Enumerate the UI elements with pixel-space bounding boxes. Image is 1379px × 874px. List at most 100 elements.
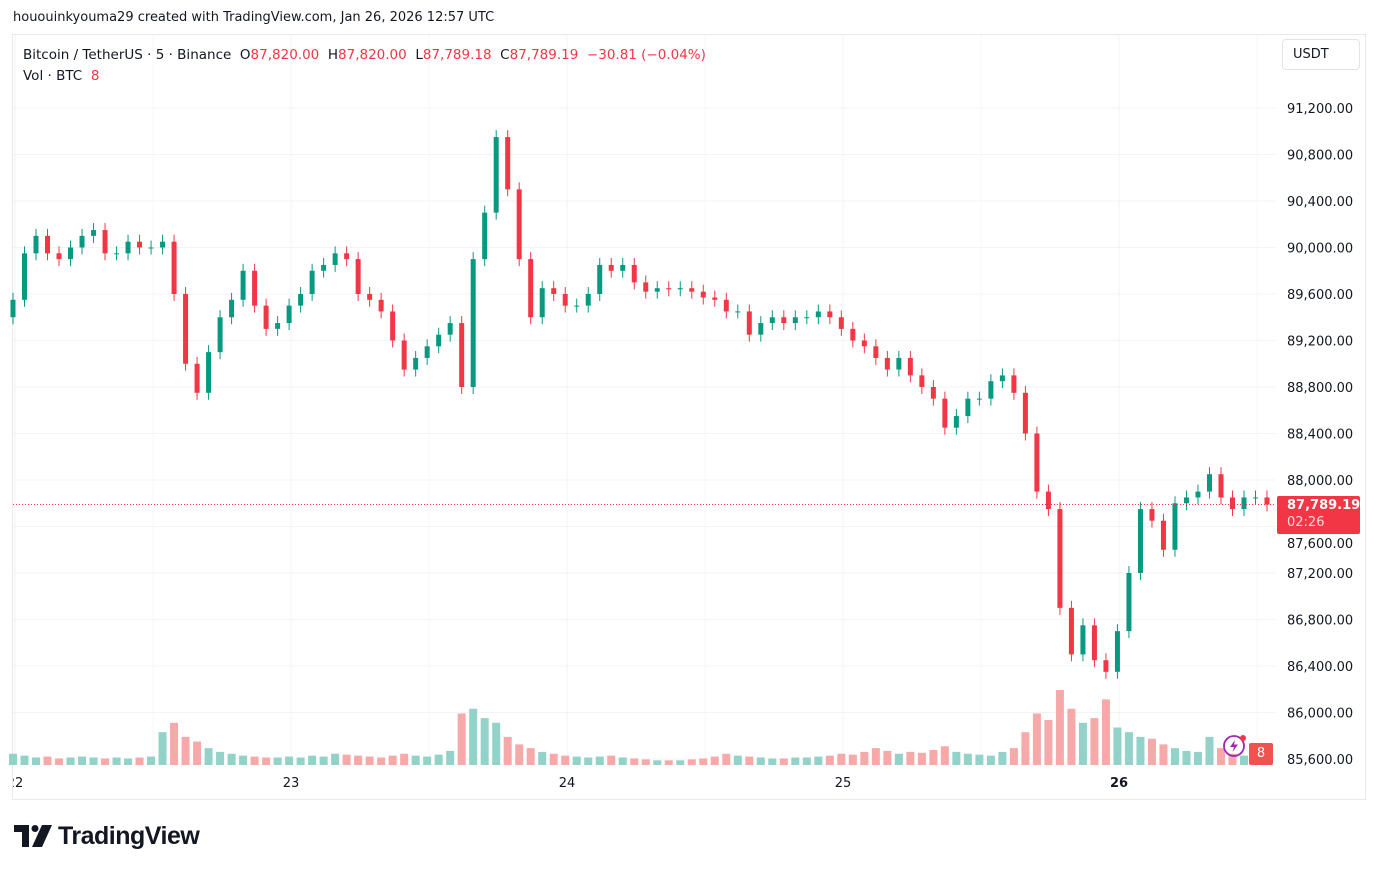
candle-body [1149, 509, 1155, 521]
volume-bar [837, 753, 846, 765]
candle-body [953, 416, 959, 428]
volume-bar [825, 755, 834, 765]
candle-body [252, 270, 258, 306]
last-price-label: 87,789.19 02:26 [1277, 496, 1360, 534]
volume-bar [43, 756, 52, 765]
candle-body [79, 235, 85, 248]
price-tick-label: 86,000.00 [1287, 707, 1353, 722]
volume-bar [699, 758, 708, 765]
volume-bar [952, 751, 961, 765]
volume-bar [1147, 738, 1156, 765]
volume-bar [457, 713, 466, 765]
volume-bar [1205, 736, 1214, 765]
volume-bar [423, 756, 432, 765]
volume-bar [883, 750, 892, 765]
candle [367, 287, 373, 307]
candle-body [505, 137, 511, 190]
candle-body [758, 323, 764, 335]
volume-row: Vol · BTC 8 [23, 66, 706, 87]
volume-bar [1228, 753, 1237, 765]
low-value: 87,789.18 [422, 47, 492, 63]
candle-body [1126, 573, 1132, 632]
candle [263, 298, 269, 336]
volume-bar [1159, 744, 1168, 765]
volume-bar [745, 756, 754, 765]
candle [999, 368, 1005, 389]
price-tick-label: 90,800.00 [1287, 149, 1353, 164]
candle-body [401, 340, 407, 370]
price-axis[interactable]: 91,200.00 90,800.00 90,400.00 90,000.00 89,6… [1287, 102, 1353, 768]
candle-body [171, 241, 177, 294]
last-price: 87,789.19 [1287, 498, 1361, 513]
candle [1229, 490, 1235, 517]
candle [907, 350, 913, 383]
candle-body [91, 230, 97, 236]
high-value: 87,820.00 [338, 47, 407, 63]
candle-body [217, 317, 223, 353]
candle [528, 252, 534, 325]
candle [758, 316, 764, 342]
candle-body [22, 253, 28, 300]
lightning-icon[interactable] [1222, 734, 1246, 758]
candle-body [298, 294, 304, 306]
volume-bar [101, 758, 110, 765]
candle-body [942, 398, 948, 428]
candle [677, 281, 683, 297]
candle-body [712, 297, 718, 300]
volume-bar [676, 760, 685, 765]
candle-body [1137, 509, 1143, 573]
candle [769, 310, 775, 331]
volume-bar [480, 718, 489, 765]
candle-body [700, 291, 706, 298]
candle-body [482, 212, 488, 260]
candle-body [1057, 509, 1063, 608]
volume-bar [89, 757, 98, 765]
candle [355, 252, 361, 301]
candle [1126, 566, 1132, 639]
volume-bar [216, 751, 225, 765]
candle-body [804, 317, 810, 319]
price-tick-label: 86,400.00 [1287, 660, 1353, 675]
candle-body [68, 247, 74, 260]
candle-body [1160, 520, 1166, 550]
candle-body [10, 299, 16, 318]
volume-bar [1113, 727, 1122, 765]
candle-body [1114, 631, 1120, 672]
candle-body [769, 317, 775, 324]
candle-body [539, 288, 545, 318]
currency-button[interactable]: USDT [1282, 39, 1360, 70]
candle-body [999, 375, 1005, 382]
price-tick-label: 89,600.00 [1287, 288, 1353, 303]
candle-body [930, 387, 936, 399]
volume-bar [354, 755, 363, 765]
price-tick-label: 90,000.00 [1287, 242, 1353, 257]
chart-legend: Bitcoin / TetherUS · 5 · Binance O87,820… [23, 45, 706, 87]
tradingview-logo[interactable]: TradingView [14, 822, 200, 850]
candle-body [1264, 497, 1270, 505]
volume-bar [756, 757, 765, 765]
time-axis[interactable]: 22 23 24 25 26 [7, 776, 1128, 791]
candle [746, 304, 752, 342]
symbol-name[interactable]: Bitcoin / TetherUS · 5 · Binance [23, 47, 232, 63]
candle-body [390, 311, 396, 341]
candle-body [1080, 625, 1086, 655]
volume-bar [710, 756, 719, 765]
candle [10, 292, 16, 325]
candle [91, 223, 97, 243]
candle-body [263, 305, 269, 329]
candle-body [884, 357, 890, 370]
volume-label[interactable]: Vol · BTC [23, 68, 83, 84]
candle [723, 292, 729, 319]
candle-body [367, 294, 373, 300]
candle [298, 287, 304, 313]
candle-body [827, 311, 833, 318]
candle [919, 368, 925, 394]
candle [436, 327, 442, 354]
candle [781, 310, 787, 331]
volume-bar [124, 758, 133, 765]
candle-body [424, 346, 430, 358]
candle [286, 298, 292, 331]
candle-body [148, 247, 154, 249]
close-value: 87,789.19 [509, 47, 579, 63]
